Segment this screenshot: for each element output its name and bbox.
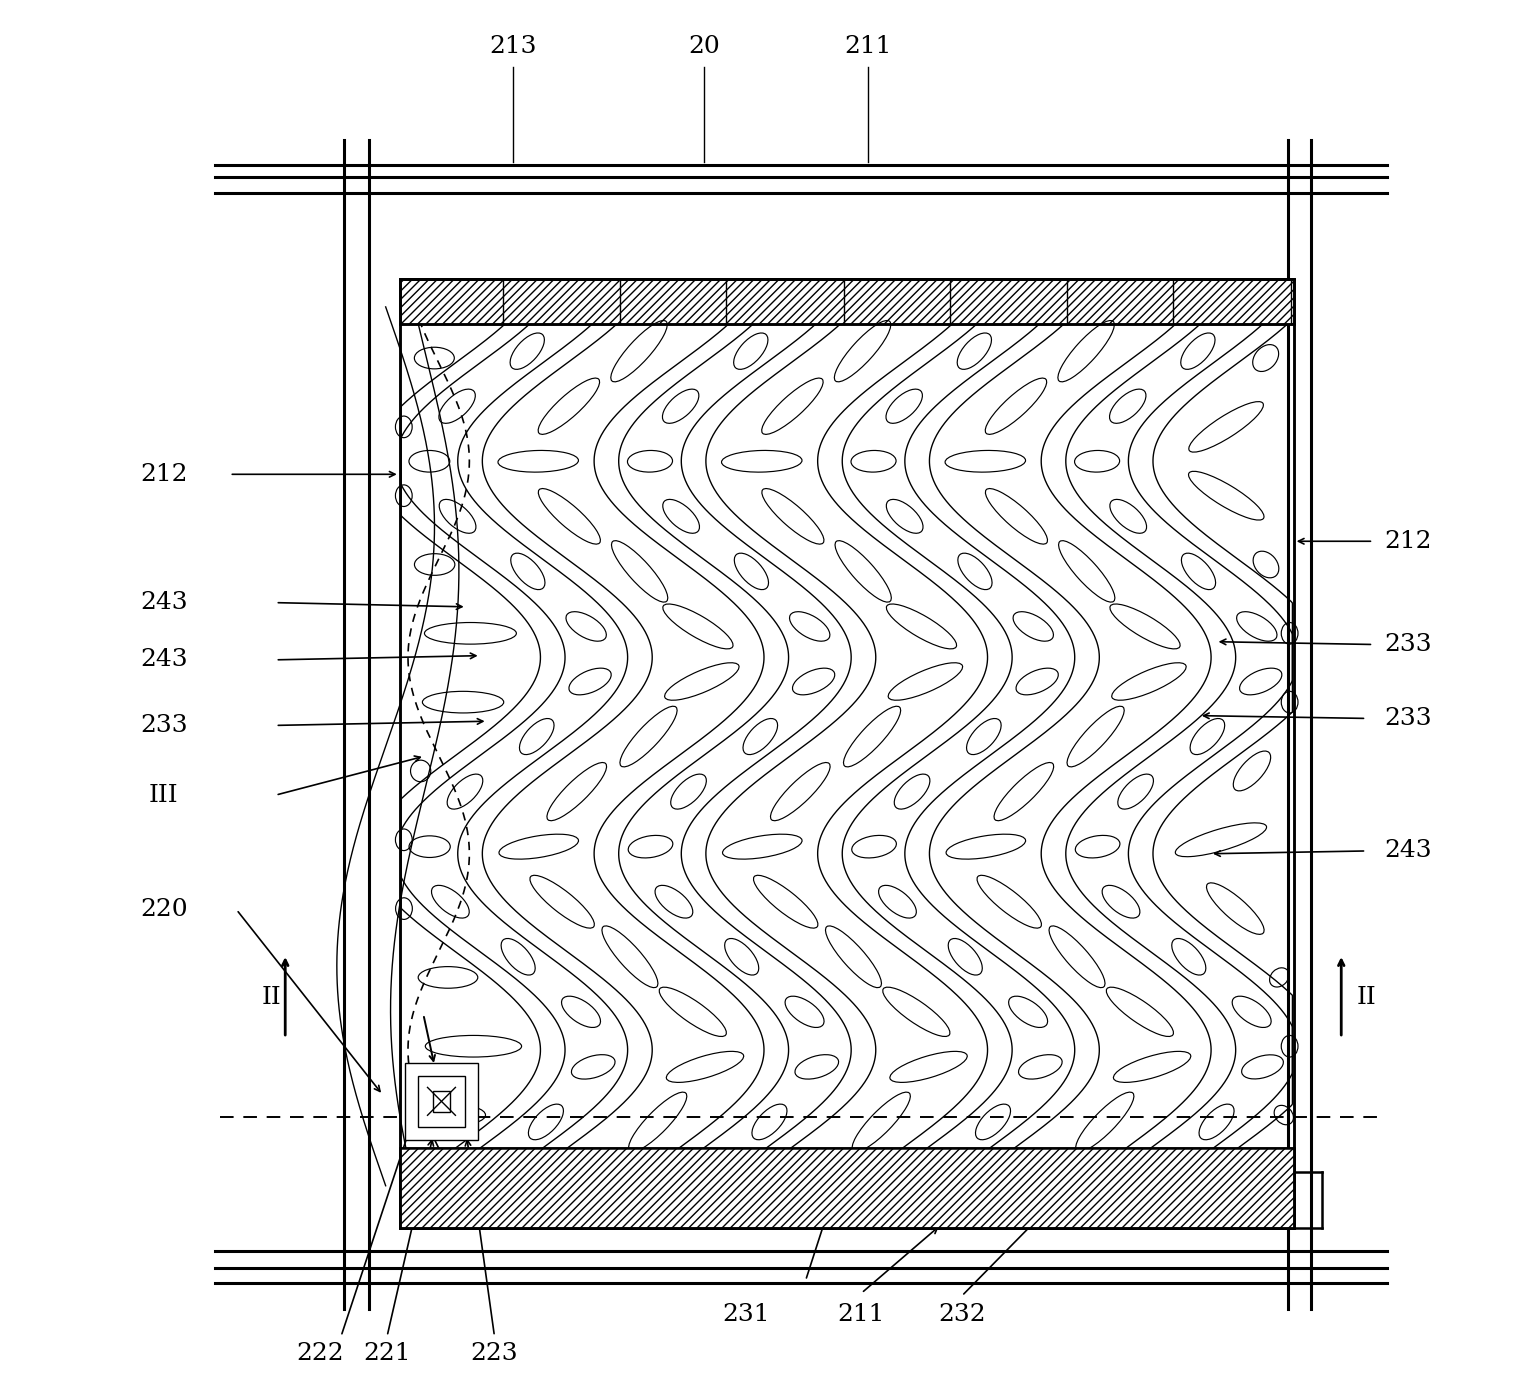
Bar [1173, 279, 1291, 324]
Text: II: II [262, 986, 281, 1009]
Bar [950, 279, 1067, 324]
Bar [503, 279, 619, 324]
Bar [400, 1148, 1294, 1228]
Bar [400, 279, 1294, 324]
Text: 213: 213 [489, 35, 537, 57]
Text: 243: 243 [1384, 840, 1432, 862]
Text: 221: 221 [363, 1342, 411, 1364]
Text: 233: 233 [1384, 633, 1432, 656]
Text: III: III [149, 784, 179, 806]
Text: 243: 243 [140, 649, 187, 671]
Bar [405, 1063, 478, 1140]
Bar [400, 279, 1294, 1228]
Text: 20: 20 [688, 35, 719, 57]
Text: 243: 243 [140, 591, 187, 614]
Bar [727, 279, 843, 324]
Text: 231: 231 [722, 1303, 770, 1325]
Text: 212: 212 [1384, 530, 1432, 552]
Bar [432, 1091, 451, 1112]
Text: 211: 211 [837, 1303, 885, 1325]
Text: 220: 220 [140, 898, 187, 921]
Text: 211: 211 [845, 35, 892, 57]
Text: 232: 232 [938, 1303, 986, 1325]
Text: 222: 222 [296, 1342, 343, 1364]
Text: 233: 233 [1384, 707, 1432, 730]
Text: II: II [1357, 986, 1377, 1009]
Text: 212: 212 [140, 463, 187, 485]
Bar [400, 1148, 1294, 1228]
Text: 233: 233 [140, 714, 187, 737]
Bar [400, 279, 1294, 1228]
Text: 223: 223 [471, 1342, 518, 1364]
Bar [419, 1076, 464, 1127]
